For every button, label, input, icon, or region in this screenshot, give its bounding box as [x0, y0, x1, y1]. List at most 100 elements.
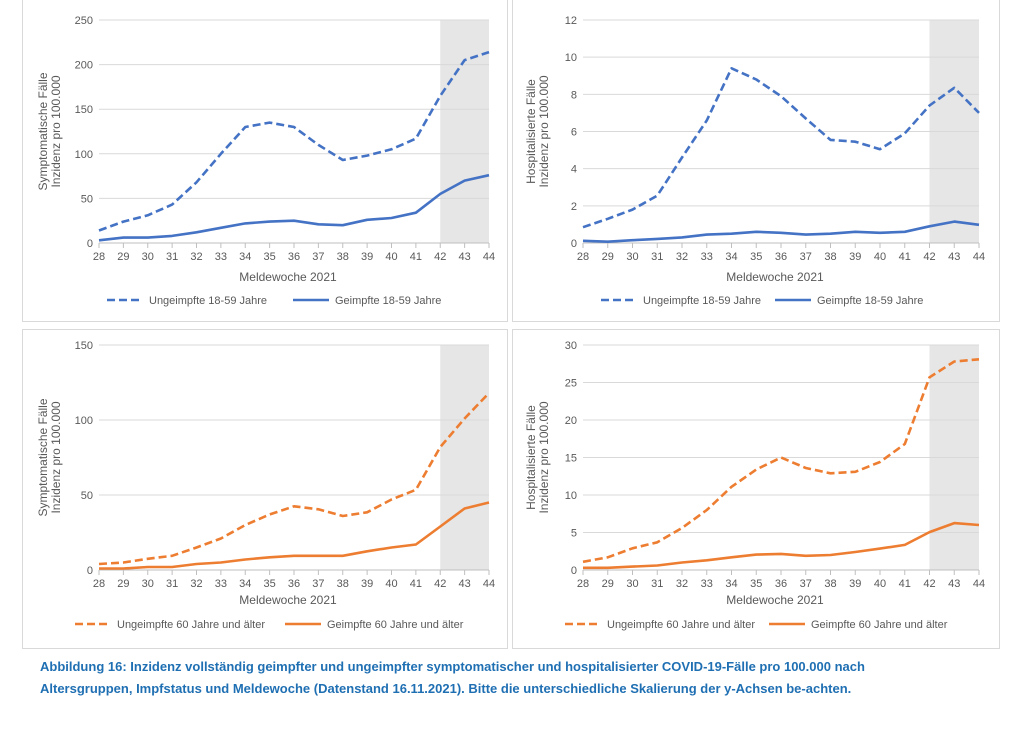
x-tick-label: 29: [602, 578, 614, 590]
y-tick-label: 4: [571, 164, 577, 176]
x-tick-label: 39: [361, 251, 373, 263]
y-tick-label: 6: [571, 127, 577, 139]
y-axis-label: Symptomatische Fälle: [36, 72, 50, 190]
x-tick-label: 36: [775, 578, 787, 590]
y-tick-label: 250: [75, 15, 93, 27]
y-tick-label: 0: [571, 565, 577, 577]
y-tick-label: 150: [75, 104, 93, 116]
x-tick-label: 39: [361, 578, 373, 590]
x-axis-label: Meldewoche 2021: [726, 270, 824, 284]
y-tick-label: 0: [87, 238, 93, 250]
y-tick-label: 30: [565, 340, 577, 352]
series-line-unvaccinated: [98, 392, 490, 566]
x-tick-label: 44: [973, 578, 985, 590]
x-axis-label: Meldewoche 2021: [726, 593, 824, 607]
x-tick-label: 32: [190, 578, 202, 590]
x-tick-label: 29: [117, 578, 129, 590]
x-tick-label: 41: [899, 578, 911, 590]
y-tick-label: 15: [565, 453, 577, 465]
x-tick-label: 35: [264, 251, 276, 263]
y-tick-label: 20: [565, 415, 577, 427]
x-axis-label: Meldewoche 2021: [239, 270, 337, 284]
x-tick-label: 30: [626, 251, 638, 263]
x-tick-label: 38: [337, 578, 349, 590]
x-tick-label: 34: [239, 578, 251, 590]
chart-svg-top-left: 0 50 100 150 200 250 28 29 30 31 32 33 34 35 36 37 38 39 4…: [36, 15, 495, 307]
x-tick-label: 42: [923, 578, 935, 590]
shaded-region: [440, 345, 489, 570]
y-tick-label: 2: [571, 201, 577, 213]
y-axis-label: Symptomatische Fälle: [36, 398, 50, 516]
x-tick-label: 33: [215, 578, 227, 590]
y-tick-label: 8: [571, 89, 577, 101]
x-tick-label: 44: [483, 578, 495, 590]
x-tick-label: 39: [849, 251, 861, 263]
x-tick-label: 38: [337, 251, 349, 263]
legend-label: Ungeimpfte 60 Jahre und älter: [117, 619, 265, 631]
y-tick-label: 100: [75, 415, 93, 427]
x-tick-label: 40: [874, 251, 886, 263]
y-tick-label: 5: [571, 528, 577, 540]
chart-svg-top-right: 0 2 4 6 8 10 12 28 29 30 31 32 33 34 35 36 37 38 39 40 41 42 4…: [524, 15, 985, 307]
x-tick-label: 43: [948, 578, 960, 590]
x-tick-label: 33: [701, 578, 713, 590]
legend-label: Geimpfte 18-59 Jahre: [817, 295, 923, 307]
y-tick-label: 25: [565, 378, 577, 390]
x-axis-label: Meldewoche 2021: [239, 593, 337, 607]
x-tick-label: 34: [725, 251, 737, 263]
y-axis-label: Inzidenz pro 100.000: [49, 75, 63, 187]
x-tick-label: 40: [385, 578, 397, 590]
x-tick-label: 41: [899, 251, 911, 263]
chart-svg-bottom-right: 0 5 10 15 20 25 30 28 29 30 31 32 33 34 35 36 37 38 39 40 41…: [524, 340, 985, 631]
series-line-vaccinated: [98, 173, 490, 242]
y-tick-label: 50: [81, 490, 93, 502]
x-tick-label: 36: [288, 251, 300, 263]
x-tick-label: 29: [602, 251, 614, 263]
x-tick-label: 37: [312, 251, 324, 263]
series-line-vaccinated: [583, 521, 980, 570]
x-tick-label: 35: [750, 251, 762, 263]
y-tick-label: 50: [81, 193, 93, 205]
x-tick-label: 30: [142, 578, 154, 590]
series-line-vaccinated: [582, 220, 980, 243]
x-tick-label: 29: [117, 251, 129, 263]
y-tick-label: 0: [87, 565, 93, 577]
y-axis-label: Inzidenz pro 100.000: [49, 401, 63, 513]
legend-label: Ungeimpfte 18-59 Jahre: [643, 295, 761, 307]
x-tick-label: 37: [312, 578, 324, 590]
x-tick-label: 28: [577, 251, 589, 263]
x-tick-label: 30: [626, 578, 638, 590]
x-tick-label: 33: [215, 251, 227, 263]
x-tick-label: 32: [676, 251, 688, 263]
x-tick-label: 43: [459, 578, 471, 590]
legend-label: Geimpfte 18-59 Jahre: [335, 295, 441, 307]
x-tick-label: 28: [93, 578, 105, 590]
x-tick-label: 42: [434, 578, 446, 590]
shaded-region: [440, 20, 489, 243]
x-tick-label: 42: [434, 251, 446, 263]
chart-panel-top-right: 0 2 4 6 8 10 12 28 29 30 31 32 33 34 35 36 37 38 39 40 41 42 4…: [512, 0, 1000, 322]
y-tick-label: 12: [565, 15, 577, 27]
x-tick-label: 28: [577, 578, 589, 590]
y-axis-label: Hospitalisierte Fälle: [524, 405, 538, 510]
x-tick-label: 32: [190, 251, 202, 263]
series-line-vaccinated: [99, 501, 490, 570]
y-tick-label: 150: [75, 340, 93, 352]
x-tick-label: 31: [651, 578, 663, 590]
x-tick-label: 40: [874, 578, 886, 590]
x-tick-label: 38: [824, 578, 836, 590]
x-tick-label: 36: [775, 251, 787, 263]
x-tick-label: 33: [701, 251, 713, 263]
series-line-unvaccinated: [582, 67, 980, 229]
chart-panel-bottom-left: 0 50 100 150 28 29 30 31 32 33 34 35 36 37 38 39 40 41 42 4…: [22, 329, 508, 649]
chart-panel-bottom-right: 0 5 10 15 20 25 30 28 29 30 31 32 33 34 35 36 37 38 39 40 41…: [512, 329, 1000, 649]
x-tick-label: 43: [459, 251, 471, 263]
figure-caption: Abbildung 16: Inzidenz vollständig geimp…: [40, 659, 865, 696]
x-tick-label: 39: [849, 578, 861, 590]
x-tick-label: 44: [973, 251, 985, 263]
y-tick-label: 10: [565, 490, 577, 502]
chart-panel-top-left: 0 50 100 150 200 250 28 29 30 31 32 33 34 35 36 37 38 39 4…: [22, 0, 508, 322]
y-axis-label: Inzidenz pro 100.000: [537, 75, 551, 187]
x-tick-label: 35: [264, 578, 276, 590]
x-tick-label: 31: [166, 578, 178, 590]
